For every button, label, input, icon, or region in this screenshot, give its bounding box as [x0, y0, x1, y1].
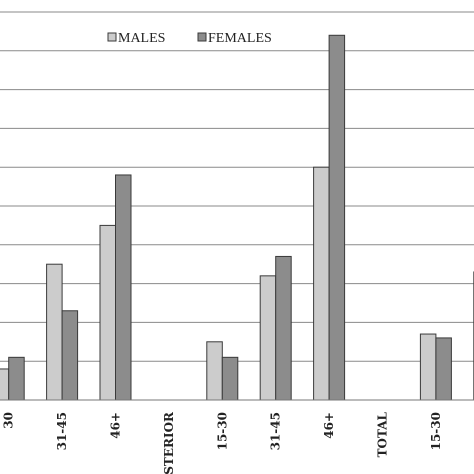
- bar-males-4: [206, 341, 223, 401]
- x-tick-labels: 30 31-45 46+ POSTERIOR 15-30 31-45 46+ TOTAL 15-…: [2, 411, 443, 474]
- x-tick-label: 31-45: [55, 412, 69, 450]
- x-tick-label: 15-30: [215, 412, 229, 450]
- x-tick-label: 46+: [322, 412, 336, 439]
- legend-swatch-males: [107, 32, 117, 42]
- bar-females-4: [221, 356, 239, 401]
- x-tick-label: TOTAL: [376, 411, 390, 457]
- x-tick-label: 46+: [109, 412, 123, 439]
- bars: [0, 34, 474, 401]
- legend: MALES FEMALES: [107, 31, 272, 46]
- bar-males-5: [259, 275, 277, 401]
- gridlines: [0, 11, 474, 401]
- bar-females-6: [328, 34, 346, 401]
- bar-females-2: [115, 174, 132, 401]
- bar-females-5: [275, 255, 292, 401]
- legend-label-males: MALES: [118, 31, 165, 46]
- x-tick-label: POSTERIOR: [162, 411, 176, 474]
- x-tick-label: 30: [2, 412, 16, 429]
- bar-males-1: [46, 263, 63, 401]
- bar-males-6: [313, 166, 330, 401]
- bar-males-0: [0, 368, 10, 401]
- bar-males-2: [99, 224, 116, 401]
- bar-females-0: [8, 356, 25, 401]
- bar-males-8: [419, 333, 437, 401]
- legend-label-females: FEMALES: [208, 31, 272, 46]
- x-tick-label: 31-45: [269, 412, 283, 450]
- legend-swatch-females: [197, 32, 207, 42]
- x-tick-label: 15-30: [429, 412, 443, 450]
- bar-females-1: [61, 310, 79, 401]
- bar-females-8: [435, 337, 452, 401]
